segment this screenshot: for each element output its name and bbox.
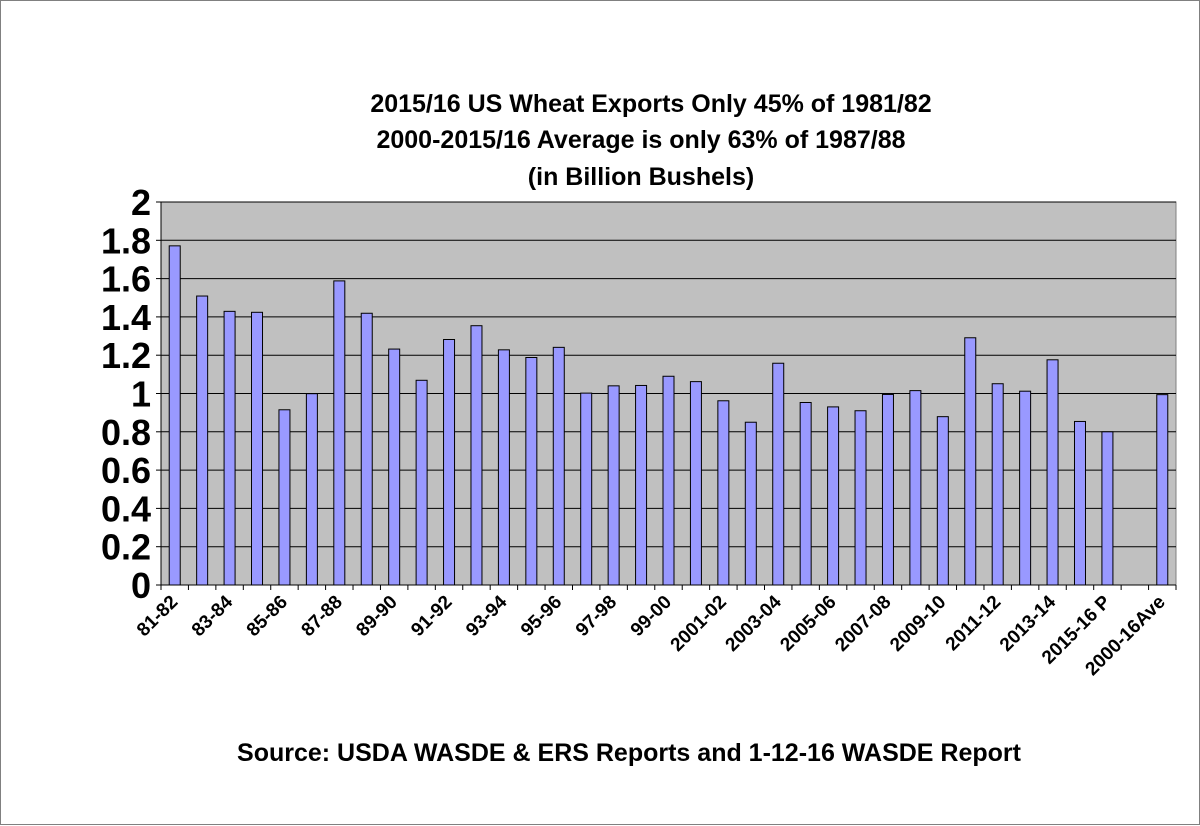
bar [799, 402, 812, 586]
bar [607, 385, 620, 586]
bar [196, 295, 209, 586]
y-tick-label: 1 [131, 374, 151, 415]
y-tick-label: 0.8 [101, 412, 151, 453]
bar [1019, 390, 1032, 586]
x-tick-label: 97-98 [572, 592, 621, 641]
x-tick-label: 95-96 [517, 592, 566, 641]
bar [744, 421, 757, 586]
bar [936, 416, 949, 586]
title-line-3: (in Billion Bushels) [528, 163, 754, 191]
y-tick-label: 0.4 [101, 488, 151, 529]
title-line-2: 2000-2015/16 Average is only 63% of 1987… [376, 126, 905, 154]
x-tick-label: 2007-08 [831, 592, 895, 656]
y-tick-label: 2 [131, 182, 151, 223]
bar [1156, 394, 1169, 586]
bar [552, 346, 565, 586]
bar [772, 362, 785, 586]
source-note: Source: USDA WASDE & ERS Reports and 1-1… [237, 739, 1022, 767]
bar [854, 410, 867, 586]
bar [251, 311, 264, 586]
bar [717, 400, 730, 586]
bar [470, 325, 483, 586]
title-line-1: 2015/16 US Wheat Exports Only 45% of 198… [370, 90, 931, 118]
bar [388, 348, 401, 586]
bar [278, 409, 291, 586]
bar [1073, 420, 1086, 586]
bar [964, 337, 977, 586]
bar [1046, 359, 1059, 586]
bar [415, 379, 428, 586]
bar [443, 339, 456, 586]
y-tick-label: 1.2 [101, 335, 151, 376]
bar [497, 349, 510, 586]
bar [635, 384, 648, 586]
bar [580, 392, 593, 586]
chart-title: 2015/16 US Wheat Exports Only 45% of 198… [370, 90, 931, 191]
x-tick-label: 2003-04 [722, 591, 786, 655]
x-tick-label: 2009-10 [886, 592, 950, 656]
bar [662, 375, 675, 586]
bar [881, 393, 894, 586]
bar [689, 381, 702, 586]
x-tick-label: 2001-02 [667, 592, 731, 656]
bar [909, 390, 922, 586]
x-tick-label: 83-84 [188, 591, 238, 641]
axes [156, 201, 1177, 590]
y-tick-label: 0.2 [101, 527, 151, 568]
x-tick-label: 85-86 [243, 592, 292, 641]
y-axis-tick-labels: 00.20.40.60.811.21.41.61.82 [101, 182, 151, 606]
gridlines [161, 201, 1176, 548]
bars [168, 245, 1169, 586]
x-tick-label: 93-94 [462, 591, 512, 641]
bar [223, 310, 236, 586]
x-axis-tick-labels: 81-82 83-84 85-86 87-88 89-90 91-92 93-94 95-96… [133, 591, 1170, 680]
y-tick-label: 1.6 [101, 259, 151, 300]
bar [305, 393, 318, 586]
x-tick-label: 87-88 [298, 592, 347, 641]
y-tick-label: 1.8 [101, 220, 151, 261]
bar [991, 383, 1004, 586]
y-tick-label: 0 [131, 565, 151, 606]
x-tick-label: 91-92 [407, 592, 456, 641]
bar [1101, 431, 1114, 586]
bar [360, 312, 373, 586]
y-tick-label: 1.4 [101, 297, 151, 338]
x-tick-label: 2011-12 [942, 592, 1005, 655]
y-tick-label: 0.6 [101, 450, 151, 491]
bar [333, 280, 346, 586]
x-tick-label: 2005-06 [776, 592, 840, 656]
x-tick-label: 89-90 [352, 592, 401, 641]
x-tick-label: 99-00 [627, 592, 676, 641]
bar [827, 406, 840, 586]
bar [525, 357, 538, 586]
bar [168, 245, 181, 586]
